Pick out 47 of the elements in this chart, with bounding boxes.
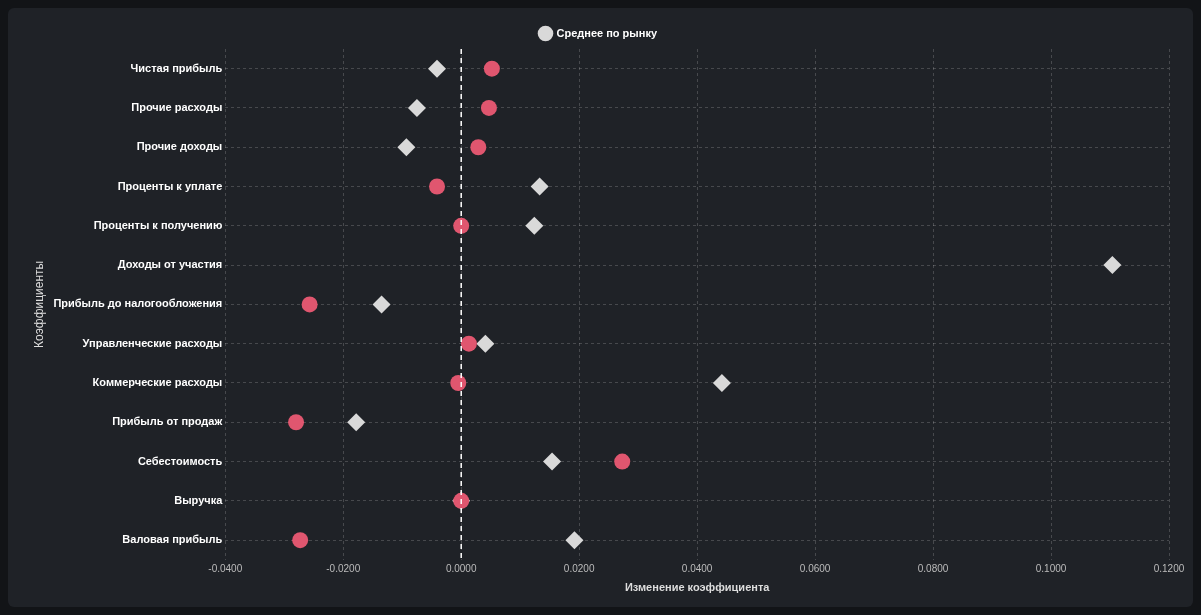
y-tick-label: Выручка — [174, 493, 224, 506]
y-tick-label: Прочие доходы — [136, 140, 223, 153]
y-tick-label: Прибыль до налогообложения — [53, 297, 223, 310]
y-axis-title: Коэффициенты — [31, 260, 46, 349]
x-tick-label: -0.0200 — [326, 562, 361, 574]
y-tick-label: Коммерческие расходы — [92, 376, 223, 389]
y-tick-label: Проценты к уплате — [117, 179, 223, 192]
point — [530, 177, 549, 196]
x-tick-label: 0.0600 — [799, 562, 831, 574]
point — [470, 139, 487, 156]
y-tick-label: Прочие расходы — [131, 100, 223, 113]
point — [460, 335, 477, 352]
y-tick-label: Валовая прибыль — [122, 533, 223, 546]
x-tick-label: 0.0400 — [681, 562, 713, 574]
point — [292, 532, 309, 549]
point — [347, 413, 366, 432]
y-tick-label: Чистая прибыль — [130, 61, 223, 74]
y-tick-label: Доходы от участия — [117, 258, 223, 271]
x-tick-label: -0.0400 — [208, 562, 243, 574]
legend-label: Среднее по рынку — [556, 26, 658, 39]
point — [543, 452, 562, 471]
point — [483, 60, 500, 77]
y-tick-label: Управленческие расходы — [82, 336, 223, 349]
point — [1103, 256, 1122, 275]
y-tick-label: Проценты к получению — [93, 218, 223, 231]
x-tick-label: 0.1200 — [1153, 562, 1185, 574]
y-tick-label: Себестоимость — [137, 454, 223, 467]
point — [476, 334, 495, 353]
x-tick-label: 0.0200 — [563, 562, 595, 574]
point — [301, 296, 318, 313]
point — [525, 216, 544, 235]
x-tick-label: 0.1000 — [1035, 562, 1067, 574]
point — [565, 531, 584, 550]
point — [397, 138, 416, 157]
point — [429, 178, 446, 195]
point — [450, 374, 467, 391]
point — [407, 98, 426, 117]
point — [712, 373, 731, 392]
point — [372, 295, 391, 314]
point — [428, 59, 447, 78]
x-axis-title: Изменение коэффициента — [624, 581, 771, 594]
x-tick-label: 0.0800 — [917, 562, 949, 574]
x-tick-label: 0.0000 — [445, 562, 477, 574]
point — [614, 453, 631, 470]
y-tick-label: Прибыль от продаж — [112, 415, 223, 428]
point — [288, 414, 305, 431]
point — [480, 99, 497, 116]
